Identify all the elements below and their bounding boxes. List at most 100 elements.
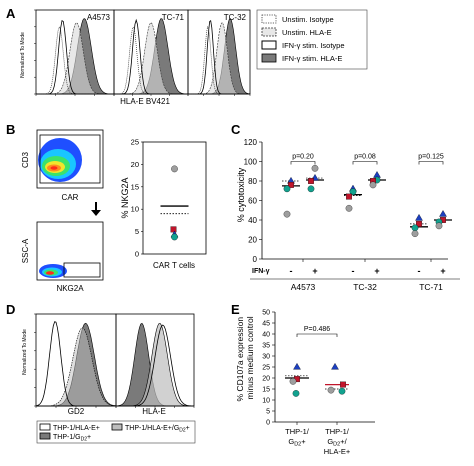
p-value-label: p=0.20 [292,154,314,161]
flow-bottom-ylabel: SSC-A [21,238,30,263]
down-arrow-icon [91,202,101,216]
data-point-triangle [373,171,381,178]
y-tick-label: 120 [244,138,258,147]
y-tick-label: 15 [131,182,139,191]
y-tick-label: 100 [244,158,258,167]
y-tick-label: 15 [262,387,270,394]
histogram-unstim-hlae [36,22,114,95]
panel-a-histograms: A4573 TC-71 TC-32 [34,9,251,96]
data-point-square [346,193,352,200]
flow-plot-cd3-car: CD3 CAR [21,129,104,202]
panel-b-letter: B [6,122,15,137]
group-label-line: + [301,437,306,446]
gate-rect [39,134,101,184]
data-point-square [308,178,314,184]
y-tick-label: 5 [266,409,270,416]
histogram-thp1-hlae-gd2 [116,323,194,407]
p-value-label: P=0.486 [304,326,330,333]
data-point-circle [411,224,419,232]
density-core [50,166,58,170]
panel-b: B CD3 CAR SSC-A NKG2A [6,122,207,293]
data-point-circle [171,165,178,173]
cd107a-chart: 05101520253035404550THP-1/GD2+THP-1/GD2+… [262,310,375,456]
y-tick-label: 25 [131,138,139,147]
group-label-line: THP-1/ [285,427,310,436]
panel-d-xlabel-gd2: GD2 [68,407,85,416]
cell-line-label: A4573 [291,282,316,292]
group-label-line: G [327,437,333,446]
cytotox-ylabel: % cytotoxicity [236,167,246,222]
panel-a-ylabel: Normalized To Mode [20,32,26,78]
legend-label: THP-1/HLA-E+ [53,425,100,432]
cd107a-ylabel: % CD107a expression minus medium control [235,315,255,402]
group-label: THP-1/GD2+/HLA-E+ [324,427,351,456]
panel-a-legend: Unstim. Isotype Unstim. HLA-E IFN-γ stim… [256,9,368,70]
y-tick-label: 35 [262,343,270,350]
group-label-sub: D2 [333,442,340,448]
data-point-circle [292,390,300,397]
y-tick-label: 20 [262,376,270,383]
data-point-triangle [439,210,447,217]
panel-c: C % cytotoxicity 0 20 40 60 80 100 120 p=0.20 A4… [231,122,460,292]
sample-label: TC-71 [162,13,185,22]
y-tick-label: 20 [248,236,257,245]
histogram-unstim-hlae [114,22,188,95]
data-point-circle [338,387,346,395]
panel-d-legend-frame [36,420,196,444]
ifn-condition: + [312,266,317,276]
ifn-condition: - [418,266,421,276]
data-point-square [288,181,294,188]
panel-d-letter: D [6,302,15,317]
legend-swatch-dotted [261,14,277,24]
data-point-square [416,220,422,227]
legend-swatch-filled [261,53,277,63]
panel-a-xlabel: HLA-E BV421 [120,97,170,106]
cell-line-label: TC-71 [419,282,443,292]
y-tick-label: 45 [262,321,270,328]
y-tick-label: 60 [248,197,257,206]
data-point-circle [435,222,443,230]
legend-swatch-solid [39,423,51,431]
significance-bracket [352,161,378,165]
sample-label: TC-32 [224,13,247,22]
group-label-sub: D2 [294,442,301,448]
panel-e-letter: E [231,302,240,317]
data-point-circle [411,230,419,237]
y-tick-label: 10 [262,398,270,405]
panel-d: D Normalized To Mode GD2 HLA-E THP-1/HLA… [6,302,196,444]
flow-top-ylabel: CD3 [21,151,30,168]
nkg2a-ylabel: % NKG2A [120,177,130,218]
y-tick-label: 0 [253,255,258,264]
group-label-line: HLA-E+ [324,447,351,456]
data-point-square [340,381,346,388]
flow-bottom-xlabel: NKG2A [56,284,84,293]
nkg2a-points [160,165,189,241]
panel-d-legend: THP-1/HLA-E+ THP-1/HLA-E+/GD2+ THP-1/GD2… [36,420,196,444]
significance-bracket [290,161,316,165]
flow-top-xlabel: CAR [62,193,79,202]
y-tick-label: 20 [131,160,139,169]
nkg2a-chart: % NKG2A 0 5 10 15 20 25 CAR T cells [120,138,207,270]
data-point-circle [327,386,335,394]
data-point-circle [369,181,377,189]
nkg2a-y-ticks: 0 5 10 15 20 25 [131,138,143,259]
group-label-line: G [288,437,294,446]
significance-bracket [418,161,444,165]
legend-label: THP-1/GD2+ [53,434,91,443]
flow-plot-ssc-nkg2a: SSC-A NKG2A [21,221,104,293]
data-point-circle [345,204,353,212]
data-point-square [170,226,177,233]
data-point-circle [311,164,319,172]
data-point-circle [171,233,178,241]
panel-a: A Normalized To Mode A4573 TC-71 TC-32 HLA… [6,6,368,106]
ifn-condition: - [352,266,355,276]
legend-swatch-solid [261,40,277,50]
data-point-triangle [331,362,339,370]
y-tick-label: 30 [262,354,270,361]
y-tick-label: 10 [131,205,139,214]
ifn-row-label: IFN-γ [252,268,270,275]
data-point-circle [307,185,315,193]
cytotox-chart: 0 20 40 60 80 100 120 p=0.20 A4573 p=0.08 TC-32 p=0… [244,138,460,292]
legend-swatch-dashed [261,27,277,37]
